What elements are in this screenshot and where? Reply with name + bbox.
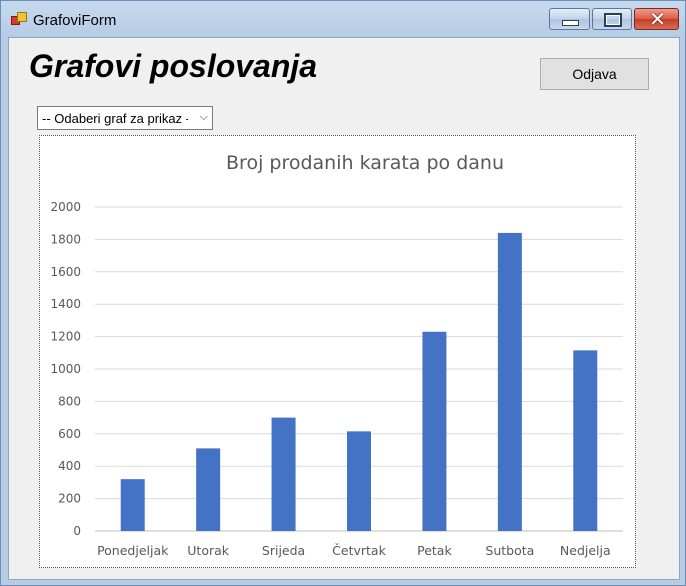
y-tick-label: 400 — [58, 459, 81, 473]
y-tick-label: 0 — [73, 524, 81, 538]
x-tick-label: Četvrtak — [332, 543, 386, 558]
title-bar[interactable]: GrafoviForm ✕ — [1, 1, 685, 37]
y-tick-label: 1200 — [50, 330, 81, 344]
maximize-button[interactable] — [592, 8, 632, 30]
bar-chart: Broj prodanih karata po danu 0 200 400 600 80… — [50, 152, 623, 558]
y-tick-label: 200 — [58, 492, 81, 506]
minimize-icon — [562, 20, 579, 26]
bar — [120, 479, 145, 531]
x-tick-label: Nedjelja — [560, 543, 611, 558]
page-title: Grafovi poslovanja — [29, 48, 318, 84]
y-tick-label: 800 — [58, 394, 81, 408]
bar — [422, 331, 447, 531]
window-title: GrafoviForm — [33, 12, 117, 29]
y-tick-label: 2000 — [50, 200, 81, 214]
bar — [347, 431, 371, 531]
close-button[interactable]: ✕ — [634, 7, 679, 31]
chart-area: Broj prodanih karata po danu 0 200 400 600 80… — [39, 135, 636, 568]
x-tick-label: Ponedjeljak — [97, 543, 169, 558]
x-tick-label: Utorak — [187, 543, 229, 558]
minimize-button[interactable] — [549, 8, 590, 30]
x-tick-label: Srijeda — [262, 543, 305, 558]
x-tick-label: Sutbota — [485, 543, 534, 558]
chart-title: Broj prodanih karata po danu — [226, 152, 504, 174]
close-icon: ✕ — [649, 7, 666, 31]
y-tick-label: 1400 — [50, 297, 81, 311]
chart-select-dropdown[interactable]: -- Odaberi graf za prikaz -- ⌵ — [37, 106, 213, 130]
y-tick-label: 600 — [58, 427, 81, 441]
y-tick-label: 1800 — [50, 232, 81, 246]
y-tick-label: 1600 — [50, 265, 81, 279]
y-tick-label: 1000 — [50, 362, 81, 376]
maximize-icon — [604, 13, 622, 27]
form-client-area: Grafovi poslovanja Odjava -- Odaberi gra… — [8, 37, 680, 580]
x-tick-label: Petak — [417, 543, 452, 558]
chart-select-value: -- Odaberi graf za prikaz -- — [42, 111, 188, 126]
bar — [196, 448, 221, 531]
bar — [573, 350, 598, 531]
bar — [497, 232, 522, 532]
app-icon — [11, 12, 27, 26]
bar — [271, 417, 296, 531]
logout-button[interactable]: Odjava — [540, 58, 649, 90]
chevron-down-icon: ⌵ — [199, 111, 208, 123]
